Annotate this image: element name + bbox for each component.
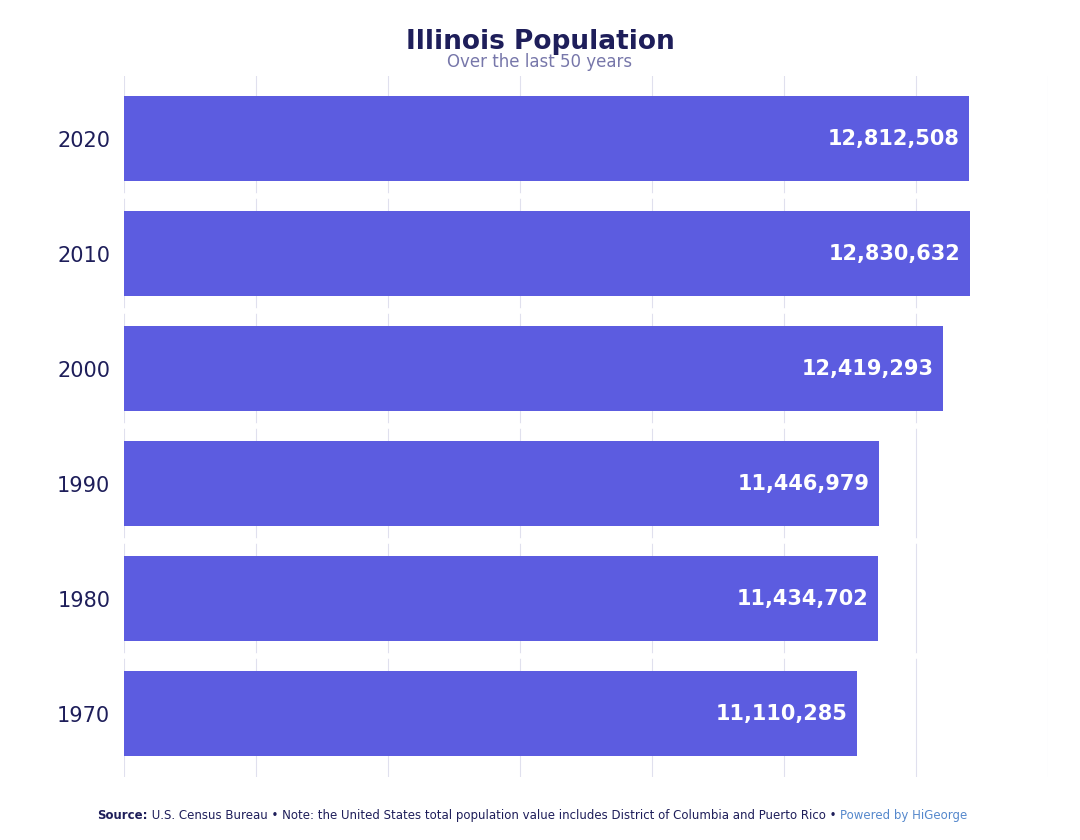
Text: U.S. Census Bureau • Note: the United States total population value includes Dis: U.S. Census Bureau • Note: the United St… bbox=[148, 809, 840, 822]
Bar bbox=[124, 441, 879, 527]
Bar bbox=[124, 212, 971, 297]
Bar bbox=[124, 671, 858, 756]
Text: 11,434,702: 11,434,702 bbox=[737, 589, 868, 609]
Text: Powered by HiGeorge: Powered by HiGeorge bbox=[840, 809, 968, 822]
Text: Illinois Population: Illinois Population bbox=[406, 29, 674, 55]
Text: 12,419,293: 12,419,293 bbox=[801, 359, 933, 379]
Text: 12,812,508: 12,812,508 bbox=[827, 129, 959, 149]
Bar bbox=[124, 97, 969, 181]
Bar bbox=[124, 326, 943, 412]
Text: Over the last 50 years: Over the last 50 years bbox=[447, 53, 633, 71]
Text: 11,110,285: 11,110,285 bbox=[715, 704, 847, 724]
Text: 12,830,632: 12,830,632 bbox=[828, 244, 960, 264]
Text: Source:: Source: bbox=[97, 809, 148, 822]
Text: 11,446,979: 11,446,979 bbox=[738, 474, 869, 494]
Bar bbox=[124, 556, 878, 641]
